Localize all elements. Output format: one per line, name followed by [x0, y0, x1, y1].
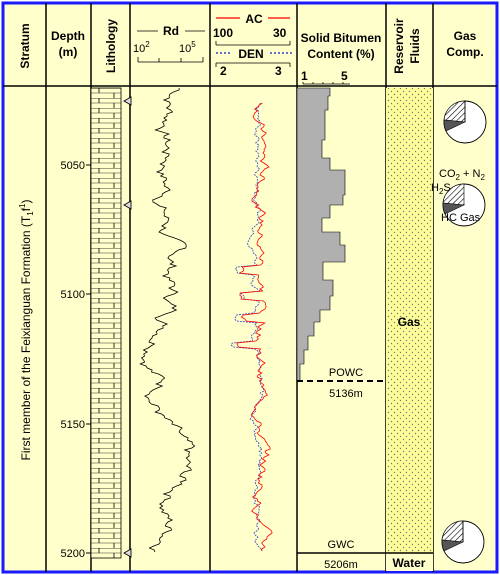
gas-pie-chart [443, 100, 487, 144]
depth-tick-label: 5050 [61, 160, 85, 172]
bitumen-header-unit: Content (%) [307, 47, 374, 61]
gas-comp-header: Gas [454, 29, 477, 43]
gas-pie-chart [442, 183, 486, 227]
bitumen-header: Solid Bitumen [301, 31, 382, 45]
gas-zone [386, 88, 433, 553]
depth-header: Depth [51, 29, 85, 43]
gas-pie-chart [441, 520, 485, 564]
water-zone [386, 553, 433, 571]
gas-comp-header-2: Comp. [446, 45, 483, 59]
den-scale-min: 2 [220, 64, 227, 78]
depth-tick-label: 5150 [61, 419, 85, 431]
powc-label: POWC [329, 367, 363, 379]
rd-header: Rd [163, 24, 179, 38]
ac-curve [236, 102, 273, 552]
depth-unit: (m) [59, 45, 78, 59]
depth-axis: 5050 5100 5150 5200 [61, 160, 91, 560]
rd-scale-bar [137, 57, 204, 63]
den-header: DEN [238, 47, 263, 61]
bitumen-scale-min: 1 [301, 69, 308, 83]
depth-tick-label: 5200 [61, 548, 85, 560]
legend-hc-gas: HC Gas [441, 212, 481, 224]
legend-h2s: H2S [431, 182, 451, 196]
triangle-marker [123, 548, 132, 558]
gas-zone-label: Gas [398, 315, 421, 329]
water-zone-label: Water [393, 556, 426, 570]
ac-header: AC [245, 12, 263, 26]
stratum-label: First member of the Feixianguan Formatio… [18, 199, 35, 460]
legend-co2-n2: CO2 + N2 [439, 168, 485, 182]
depth-tick-label: 5100 [61, 289, 85, 301]
rd-scale-min: 102 [133, 40, 150, 55]
fluids-header-2: Fluids [408, 28, 422, 64]
triangle-marker [123, 200, 132, 210]
rd-scale-max: 105 [179, 40, 196, 55]
gwc-depth: 5206m [324, 559, 358, 571]
triangle-markers [123, 96, 132, 558]
powc-depth: 5136m [329, 388, 363, 400]
den-scale-max: 3 [275, 64, 282, 78]
lithology-column [90, 87, 122, 559]
bitumen-scale-max: 5 [341, 69, 348, 83]
rd-curve [139, 88, 196, 553]
ac-scale-max: 30 [273, 26, 287, 40]
ac-scale-min: 100 [213, 26, 233, 40]
triangle-marker [123, 96, 132, 106]
gwc-label: GWC [328, 539, 355, 551]
fluids-header: Reservoir [392, 18, 406, 74]
bitumen-content-fill [296, 87, 346, 382]
stratum-header: Stratum [18, 23, 32, 68]
lithology-header: Lithology [104, 19, 118, 73]
